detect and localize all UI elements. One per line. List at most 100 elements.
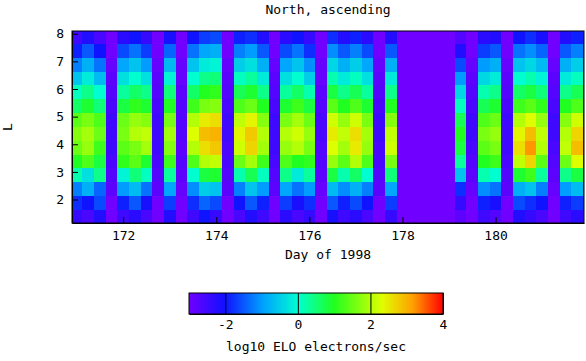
cell [362, 154, 374, 168]
cell [141, 85, 153, 99]
cell [338, 140, 350, 154]
cell [176, 57, 188, 71]
cell [548, 195, 560, 209]
cell [82, 209, 94, 223]
cell [199, 140, 211, 154]
cell [234, 85, 246, 99]
cell [210, 112, 222, 126]
cell [176, 43, 188, 57]
cell [571, 126, 583, 140]
tick: 4 [56, 137, 78, 152]
cell [222, 71, 234, 85]
cell [199, 168, 211, 182]
cell [513, 57, 525, 71]
cell [397, 43, 409, 57]
cell [350, 168, 362, 182]
cell [152, 126, 164, 140]
cell [269, 126, 281, 140]
cell [94, 31, 106, 44]
cell [257, 112, 269, 126]
cell [338, 126, 350, 140]
cell [292, 195, 304, 209]
cell [129, 168, 141, 182]
cell [234, 71, 246, 85]
cell [152, 154, 164, 168]
cell [234, 57, 246, 71]
cell [72, 99, 83, 113]
cell [536, 43, 548, 57]
cell [443, 112, 455, 126]
cell [327, 57, 339, 71]
cell [478, 85, 490, 99]
cell [199, 182, 211, 196]
cell [187, 168, 199, 182]
cell [94, 57, 106, 71]
cell [501, 195, 513, 209]
cell [199, 43, 211, 57]
cell [560, 154, 572, 168]
cell [106, 99, 118, 113]
cell [117, 112, 129, 126]
cell [152, 85, 164, 99]
cell [443, 209, 455, 223]
cell [350, 209, 362, 223]
cell [560, 195, 572, 209]
cell [327, 31, 339, 44]
cell [280, 195, 292, 209]
cell [164, 85, 176, 99]
cell [443, 71, 455, 85]
cell [129, 43, 141, 57]
cell [269, 99, 281, 113]
cell [245, 168, 257, 182]
cell [373, 57, 385, 71]
cell [443, 140, 455, 154]
tick-label: 0 [294, 317, 302, 332]
cell [199, 57, 211, 71]
cell [385, 31, 397, 44]
tick-mark [370, 293, 371, 314]
cell [478, 182, 490, 196]
cell [501, 43, 513, 57]
cell [245, 112, 257, 126]
cell [362, 71, 374, 85]
cell [245, 85, 257, 99]
cell [269, 31, 281, 44]
cell [490, 43, 502, 57]
cell [164, 31, 176, 44]
cell [513, 31, 525, 44]
cell [304, 182, 316, 196]
cell [94, 43, 106, 57]
cell [373, 209, 385, 223]
cell [385, 126, 397, 140]
cell [571, 140, 583, 154]
cell [106, 182, 118, 196]
cell [408, 140, 420, 154]
cell [501, 71, 513, 85]
cell [72, 195, 83, 209]
cell [257, 140, 269, 154]
cell [397, 140, 409, 154]
cell [536, 209, 548, 223]
cell [478, 140, 490, 154]
cell [245, 182, 257, 196]
cell [280, 126, 292, 140]
cell [129, 182, 141, 196]
cell [234, 126, 246, 140]
cell [210, 126, 222, 140]
cell [269, 195, 281, 209]
cell [571, 168, 583, 182]
cell [176, 112, 188, 126]
cell [408, 71, 420, 85]
cell [432, 43, 444, 57]
cell [362, 140, 374, 154]
cell [72, 85, 83, 99]
cell [560, 85, 572, 99]
x-axis-title: Day of 1998 [285, 247, 371, 262]
cell [350, 85, 362, 99]
cell [443, 168, 455, 182]
cell [490, 168, 502, 182]
cell [466, 209, 478, 223]
cell [315, 57, 327, 71]
cell [315, 112, 327, 126]
cell [536, 31, 548, 44]
